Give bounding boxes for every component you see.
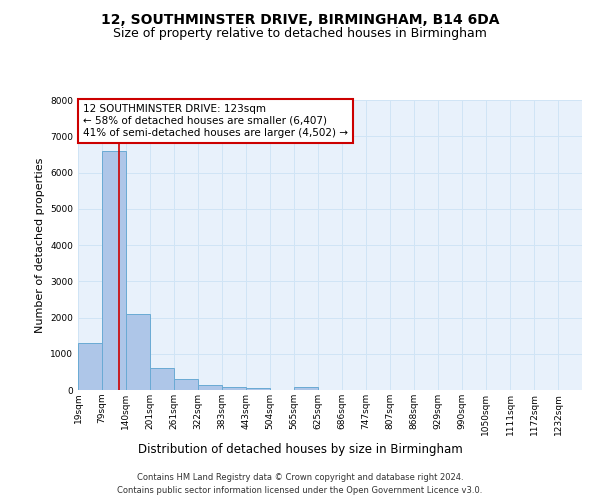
Bar	[222, 387, 246, 390]
Bar	[198, 386, 222, 390]
Bar	[246, 388, 270, 390]
Text: Contains HM Land Registry data © Crown copyright and database right 2024.: Contains HM Land Registry data © Crown c…	[137, 472, 463, 482]
Bar	[294, 387, 318, 390]
Y-axis label: Number of detached properties: Number of detached properties	[35, 158, 44, 332]
Text: Contains public sector information licensed under the Open Government Licence v3: Contains public sector information licen…	[118, 486, 482, 495]
Bar	[150, 368, 174, 390]
Text: Size of property relative to detached houses in Birmingham: Size of property relative to detached ho…	[113, 28, 487, 40]
Bar	[174, 379, 198, 390]
Bar	[78, 343, 102, 390]
Text: Distribution of detached houses by size in Birmingham: Distribution of detached houses by size …	[137, 442, 463, 456]
Text: 12 SOUTHMINSTER DRIVE: 123sqm
← 58% of detached houses are smaller (6,407)
41% o: 12 SOUTHMINSTER DRIVE: 123sqm ← 58% of d…	[83, 104, 348, 138]
Text: 12, SOUTHMINSTER DRIVE, BIRMINGHAM, B14 6DA: 12, SOUTHMINSTER DRIVE, BIRMINGHAM, B14 …	[101, 12, 499, 26]
Bar	[102, 151, 126, 390]
Bar	[126, 314, 150, 390]
